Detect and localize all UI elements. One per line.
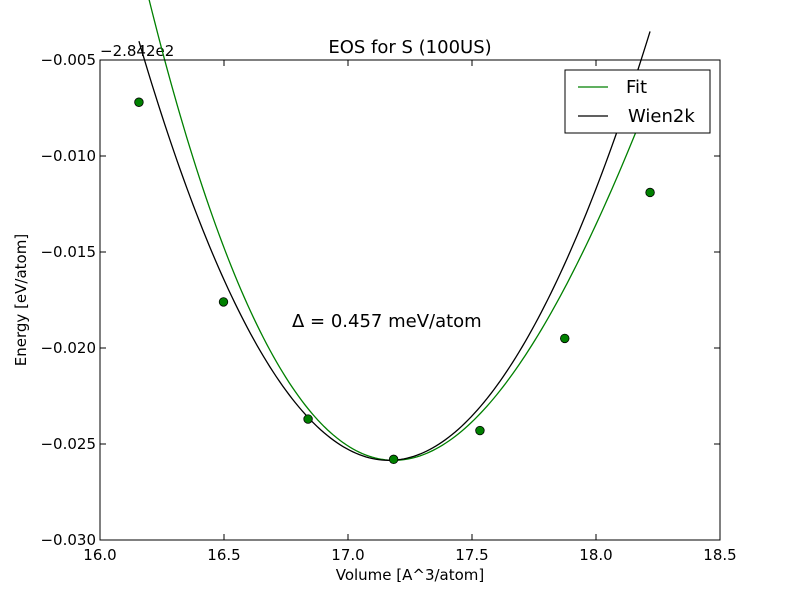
x-tick-label: 16.5 — [207, 546, 240, 564]
x-tick-label: 18.5 — [703, 546, 736, 564]
legend-label-wien2k: Wien2k — [628, 106, 695, 127]
y-offset-label: −2.842e2 — [100, 42, 174, 60]
y-tick-label: −0.010 — [40, 147, 96, 165]
legend: Fit Wien2k — [564, 69, 711, 134]
y-tick-label: −0.030 — [40, 531, 96, 549]
delta-annotation: Δ = 0.457 meV/atom — [292, 311, 482, 332]
data-point — [475, 425, 485, 436]
y-tick-label: −0.025 — [40, 435, 96, 453]
y-tick-label: −0.020 — [40, 339, 96, 357]
data-point — [645, 187, 655, 198]
x-axis-ticks: 16.0 16.5 17.0 17.5 18.0 18.5 — [83, 60, 737, 564]
legend-box — [564, 69, 711, 134]
x-tick-label: 18.0 — [579, 546, 612, 564]
x-tick-label: 17.5 — [455, 546, 488, 564]
x-axis-label: Volume [A^3/atom] — [336, 566, 485, 584]
data-point — [218, 297, 229, 307]
y-axis-ticks: −0.030 −0.025 −0.020 −0.015 −0.010 −0.005 — [40, 51, 720, 549]
data-point — [303, 414, 313, 424]
data-point — [134, 97, 144, 107]
data-points — [134, 97, 655, 465]
plot-frame — [99, 59, 721, 541]
x-tick-label: 17.0 — [331, 546, 364, 564]
chart-title: EOS for S (100US) — [328, 37, 491, 58]
data-point — [560, 333, 570, 344]
y-tick-label: −0.015 — [40, 243, 96, 261]
legend-label-fit: Fit — [626, 77, 647, 98]
data-point — [388, 454, 399, 465]
x-tick-label: 16.0 — [83, 546, 116, 564]
y-tick-label: −0.005 — [40, 51, 96, 69]
y-axis-label: Energy [eV/atom] — [12, 234, 30, 366]
